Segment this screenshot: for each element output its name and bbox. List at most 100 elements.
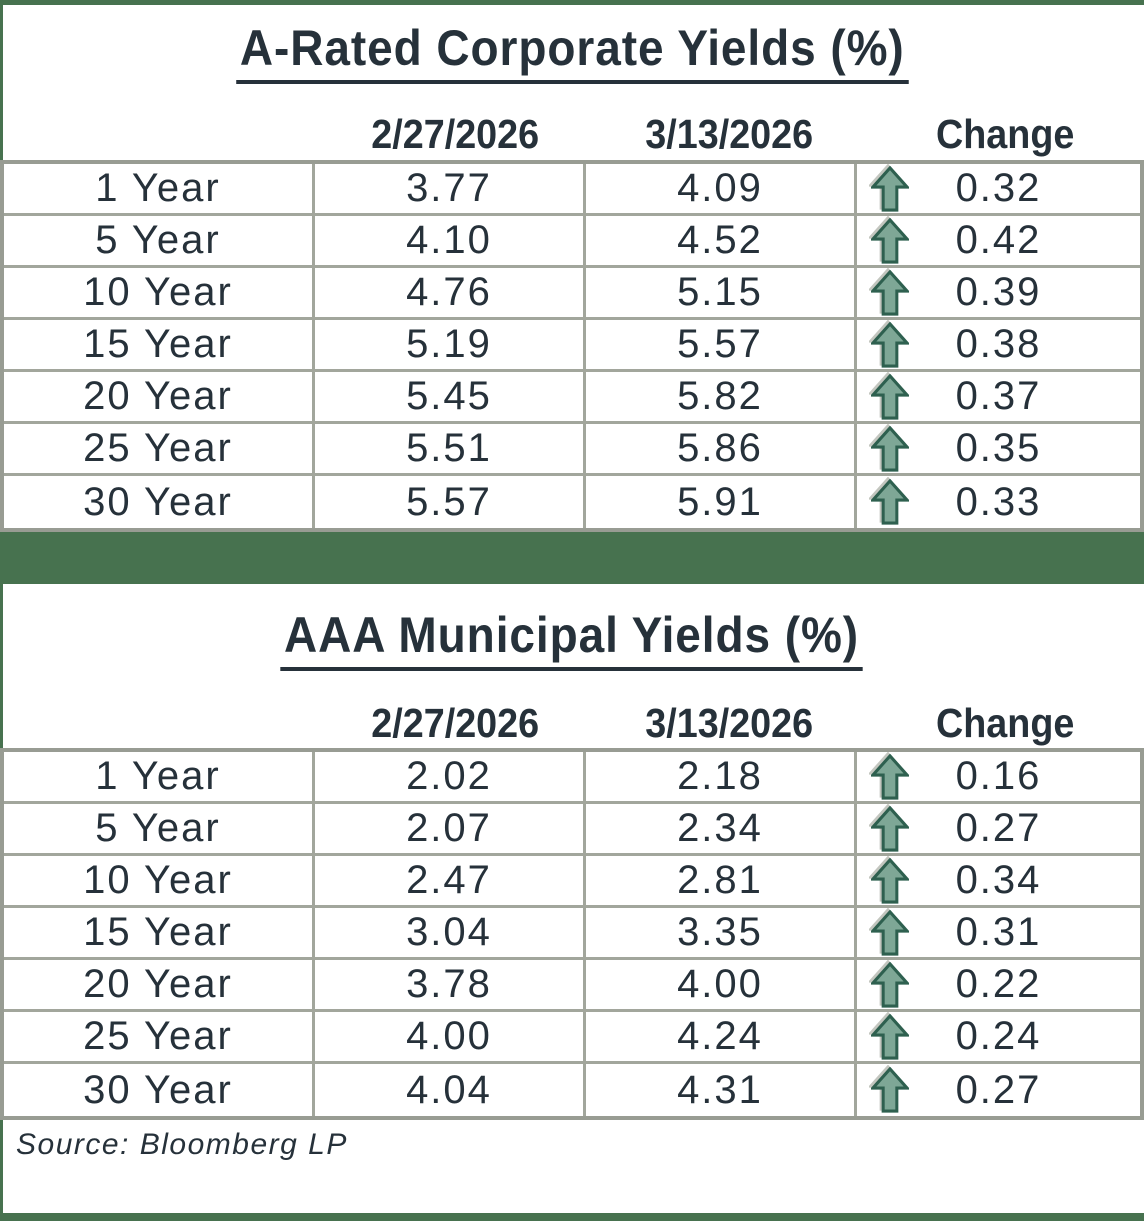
corporate-table-title: A-Rated Corporate Yields (%) (235, 19, 909, 84)
change-value: 0.24 (955, 1014, 1042, 1058)
section-divider-band (0, 532, 1144, 584)
yield-date1-value: 4.10 (315, 216, 586, 265)
change-value: 0.32 (955, 166, 1042, 210)
yield-date2-value: 5.86 (586, 424, 857, 473)
maturity-label: 10 Year (4, 856, 315, 905)
yield-date2-value: 4.00 (586, 960, 857, 1009)
yield-date2-value: 3.35 (586, 908, 857, 957)
change-value: 0.27 (955, 1067, 1042, 1112)
change-cell: 0.27 (857, 804, 1140, 853)
change-cell: 0.32 (857, 164, 1140, 213)
corporate-header-row: 2/27/2026 3/13/2026 Change (0, 103, 1144, 160)
change-value: 0.31 (955, 910, 1042, 954)
yield-date1-value: 4.04 (315, 1064, 586, 1116)
corporate-header-change: Change (866, 111, 1144, 158)
yield-date1-value: 5.45 (315, 372, 586, 421)
yield-date2-value: 4.24 (586, 1012, 857, 1061)
yield-date1-value: 2.07 (315, 804, 586, 853)
maturity-label: 1 Year (4, 164, 315, 213)
change-cell: 0.42 (857, 216, 1140, 265)
up-arrow-icon (871, 479, 909, 525)
yield-date1-value: 3.78 (315, 960, 586, 1009)
table-row: 30 Year 4.04 4.31 0.27 (4, 1064, 1140, 1116)
change-cell: 0.27 (857, 1064, 1140, 1116)
maturity-label: 15 Year (4, 908, 315, 957)
change-value: 0.37 (955, 374, 1042, 418)
yield-date1-value: 2.47 (315, 856, 586, 905)
table-row: 5 Year 4.10 4.52 0.42 (4, 216, 1140, 268)
change-cell: 0.33 (857, 476, 1140, 528)
report-content: A-Rated Corporate Yields (%) 2/27/2026 3… (0, 0, 1144, 1169)
change-cell: 0.39 (857, 268, 1140, 317)
table-row: 25 Year 5.51 5.86 0.35 (4, 424, 1140, 476)
municipal-header-date1: 2/27/2026 (318, 700, 592, 747)
up-arrow-icon (871, 1013, 909, 1060)
table-row: 30 Year 5.57 5.91 0.33 (4, 476, 1140, 528)
change-cell: 0.34 (857, 856, 1140, 905)
corporate-title-area: A-Rated Corporate Yields (%) (0, 0, 1144, 103)
page-frame-bottom (0, 1213, 1144, 1221)
up-arrow-icon (871, 321, 909, 368)
change-cell: 0.35 (857, 424, 1140, 473)
yield-date1-value: 2.02 (315, 752, 586, 801)
corporate-header-change-label: Change (935, 111, 1075, 157)
change-value: 0.39 (955, 270, 1042, 314)
yield-date2-value: 5.82 (586, 372, 857, 421)
municipal-header-change: Change (866, 700, 1144, 747)
up-arrow-icon (871, 425, 909, 472)
change-value: 0.38 (955, 322, 1042, 366)
up-arrow-icon (871, 165, 909, 212)
yield-date2-value: 4.09 (586, 164, 857, 213)
table-row: 10 Year 2.47 2.81 0.34 (4, 856, 1140, 908)
corporate-header-date1-label: 2/27/2026 (371, 111, 539, 157)
up-arrow-icon (871, 753, 909, 800)
yield-date2-value: 5.15 (586, 268, 857, 317)
maturity-label: 15 Year (4, 320, 315, 369)
yield-date2-value: 4.31 (586, 1064, 857, 1116)
municipal-table-title: AAA Municipal Yields (%) (280, 606, 864, 671)
yield-date2-value: 2.34 (586, 804, 857, 853)
corporate-header-date2: 3/13/2026 (592, 111, 866, 158)
maturity-label: 30 Year (4, 1064, 315, 1116)
maturity-label: 25 Year (4, 424, 315, 473)
yield-date2-value: 4.52 (586, 216, 857, 265)
up-arrow-icon (871, 909, 909, 956)
up-arrow-icon (871, 217, 909, 264)
maturity-label: 30 Year (4, 476, 315, 528)
municipal-header-date2-label: 3/13/2026 (645, 700, 813, 746)
source-note-row: Source: Bloomberg LP (0, 1120, 1144, 1169)
table-row: 5 Year 2.07 2.34 0.27 (4, 804, 1140, 856)
municipal-header-change-label: Change (935, 700, 1075, 746)
change-cell: 0.16 (857, 752, 1140, 801)
table-row: 1 Year 3.77 4.09 0.32 (4, 164, 1140, 216)
change-value: 0.16 (955, 754, 1042, 798)
corporate-yields-section: A-Rated Corporate Yields (%) 2/27/2026 3… (0, 0, 1144, 532)
maturity-label: 5 Year (4, 216, 315, 265)
table-row: 15 Year 3.04 3.35 0.31 (4, 908, 1140, 960)
yield-date1-value: 5.57 (315, 476, 586, 528)
yield-date2-value: 2.18 (586, 752, 857, 801)
yield-date1-value: 4.00 (315, 1012, 586, 1061)
municipal-yields-table: 1 Year 2.02 2.18 0.16 5 Year 2.07 2.34 0 (0, 748, 1144, 1120)
yield-date1-value: 5.51 (315, 424, 586, 473)
source-note: Source: Bloomberg LP (16, 1127, 348, 1161)
municipal-header-date1-label: 2/27/2026 (371, 700, 539, 746)
maturity-label: 20 Year (4, 372, 315, 421)
page-frame-left (0, 0, 3, 1221)
up-arrow-icon (871, 373, 909, 420)
up-arrow-icon (871, 269, 909, 316)
municipal-yields-section: AAA Municipal Yields (%) 2/27/2026 3/13/… (0, 584, 1144, 1120)
change-cell: 0.24 (857, 1012, 1140, 1061)
up-arrow-icon (871, 961, 909, 1008)
up-arrow-icon (871, 805, 909, 852)
change-value: 0.27 (955, 806, 1042, 850)
change-value: 0.22 (955, 962, 1042, 1006)
maturity-label: 25 Year (4, 1012, 315, 1061)
maturity-label: 5 Year (4, 804, 315, 853)
table-row: 10 Year 4.76 5.15 0.39 (4, 268, 1140, 320)
change-value: 0.42 (955, 218, 1042, 262)
change-value: 0.35 (955, 426, 1042, 470)
municipal-header-row: 2/27/2026 3/13/2026 Change (0, 693, 1144, 748)
table-row: 25 Year 4.00 4.24 0.24 (4, 1012, 1140, 1064)
